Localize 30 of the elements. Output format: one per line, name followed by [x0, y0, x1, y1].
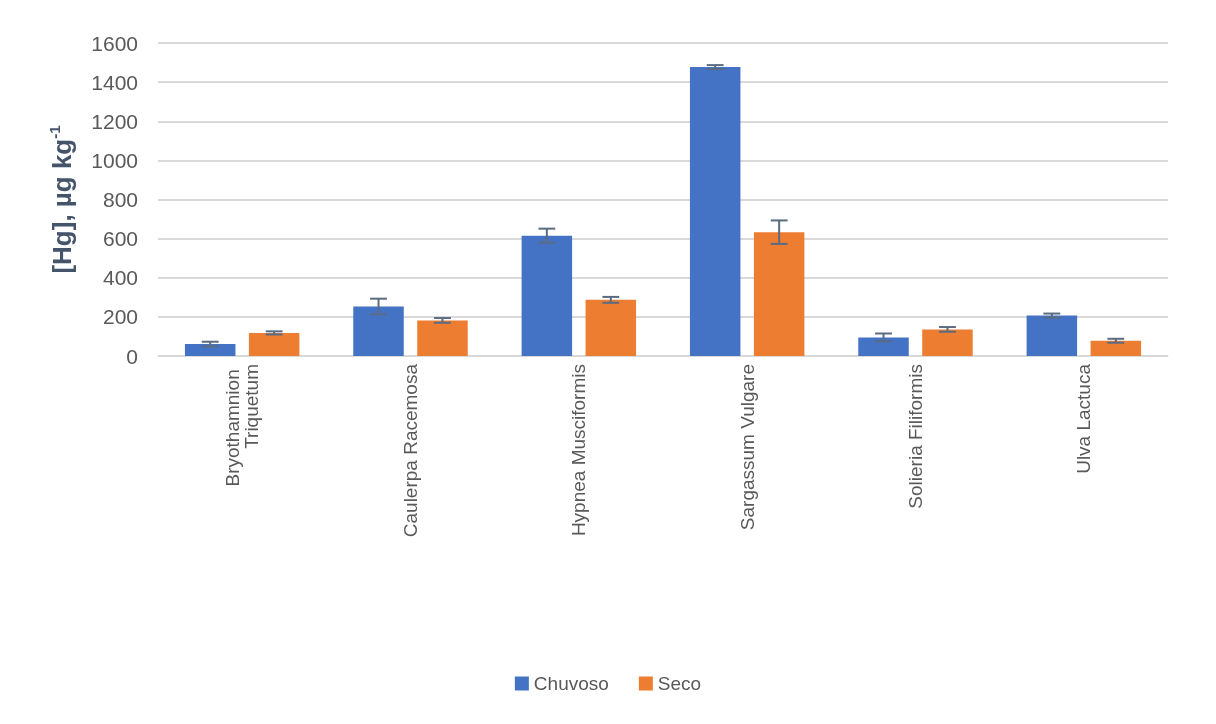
y-tick-label: 200	[102, 305, 138, 329]
bar	[417, 320, 468, 356]
y-tick-label: 1200	[91, 109, 138, 133]
bar	[248, 332, 300, 356]
y-tick-label: 1600	[91, 31, 138, 55]
bar	[1090, 340, 1142, 356]
y-tick-label: 1000	[91, 148, 138, 172]
x-tick-label: Sargassum Vulgare	[736, 364, 758, 531]
bar	[922, 329, 973, 356]
bar	[1026, 315, 1078, 356]
y-tick-label: 0	[126, 344, 138, 368]
bar	[521, 235, 573, 356]
x-tick-label: Hypnea Musciformis	[568, 364, 590, 537]
y-tick-label: 800	[102, 188, 138, 211]
y-tick-label: 1400	[91, 70, 138, 94]
x-tick-label: Ulva Lactuca	[1073, 363, 1095, 474]
y-axis-title: [Hg], µg kg-1	[46, 125, 77, 274]
x-tick-label: Bryothamnion Triquetum	[222, 364, 263, 487]
bar	[585, 299, 637, 356]
x-tick-label: Solieria Filiformis	[905, 364, 926, 509]
legend-label: Chuvoso	[533, 673, 609, 694]
y-tick-label: 600	[102, 227, 138, 251]
bar	[689, 67, 741, 356]
bar	[858, 337, 909, 356]
y-tick-label: 400	[102, 266, 138, 290]
bar	[753, 232, 805, 356]
x-tick-label: Caulerpa Racemosa	[400, 363, 421, 538]
bar	[353, 306, 404, 356]
bar	[184, 344, 236, 356]
legend-label: Seco	[657, 673, 702, 694]
